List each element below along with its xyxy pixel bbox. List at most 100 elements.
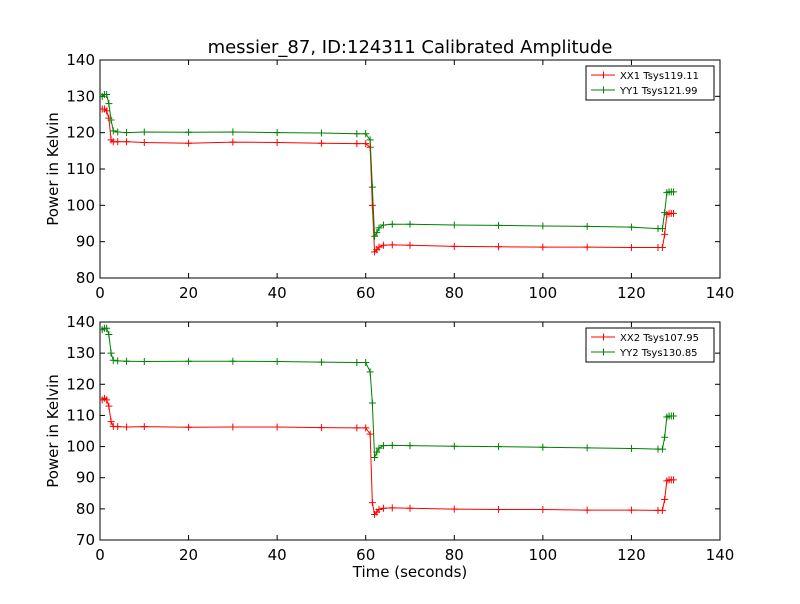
x-tick-label: 80 [445,284,464,302]
data-point-marker [379,504,387,512]
data-point-marker [273,423,281,431]
data-point-marker [114,138,122,146]
data-point-marker [317,139,325,147]
axes-frame [99,321,721,541]
x-tick-label: 0 [95,546,105,564]
x-axis-label: Time (seconds) [352,563,468,581]
data-point-marker [627,223,635,231]
chart-title: messier_87, ID:124311 Calibrated Amplitu… [208,37,613,58]
y-tick-label: 120 [66,375,95,393]
data-point-marker [229,423,237,431]
data-point-marker [362,140,370,148]
data-point-marker [140,358,148,366]
legend-label: XX1 Tsys119.11 [620,71,699,82]
data-point-marker [114,357,122,365]
data-point-marker [123,138,131,146]
data-point-marker [379,221,387,229]
legend-marker [600,71,607,79]
data-point-marker [362,130,370,138]
series-2 [100,324,677,461]
data-point-marker [105,100,113,108]
data-point-marker [114,128,122,136]
data-point-marker [627,444,635,452]
data-point-marker [273,358,281,366]
y-tick-label: 80 [76,500,95,518]
data-point-marker [373,229,381,237]
data-point-marker [670,188,677,196]
data-point-marker [661,433,669,441]
data-point-marker [353,130,361,138]
data-point-marker [105,330,113,338]
data-point-marker [495,221,503,229]
data-point-marker [105,402,113,410]
data-point-marker [109,127,117,135]
data-point-marker [661,209,669,217]
y-axis-label: Power in Kelvin [44,374,62,488]
x-tick-label: 40 [268,284,287,302]
x-tick-label: 0 [95,284,105,302]
legend-label: YY1 Tsys121.99 [619,86,698,97]
data-point-marker [109,356,117,364]
x-tick-label: 20 [179,284,198,302]
data-point-marker [583,444,591,452]
data-point-marker [375,243,383,251]
y-tick-label: 90 [76,233,95,251]
data-point-marker [185,139,193,147]
legend-marker [600,348,607,356]
data-point-marker [107,349,115,357]
data-point-marker [406,220,414,228]
data-point-marker [450,505,458,513]
x-tick-label: 140 [706,284,735,302]
data-point-marker [661,496,669,504]
data-point-marker [317,424,325,432]
data-point-marker [388,441,396,449]
data-point-marker [371,453,379,461]
data-point-marker [353,424,361,432]
data-point-marker [627,506,635,514]
data-point-marker [103,324,111,332]
x-tick-label: 120 [617,284,646,302]
legend: XX2 Tsys107.95 YY2 Tsys130.85 [585,327,715,363]
legend-box [585,327,715,363]
data-point-marker [353,358,361,366]
y-axis-label: Power in Kelvin [44,112,62,226]
data-point-marker [273,138,281,146]
y-tick-label: 70 [76,531,95,549]
data-point-marker [140,138,148,146]
y-tick-label: 130 [66,344,95,362]
data-point-marker [123,423,131,431]
y-tick-label: 140 [66,313,95,331]
data-point-marker [366,136,374,144]
x-tick-label: 100 [529,546,558,564]
data-point-marker [658,506,666,514]
data-point-marker [114,423,122,431]
x-tick-label: 40 [268,546,287,564]
x-tick-label: 120 [617,546,646,564]
data-point-marker [368,201,376,209]
data-point-marker [670,209,677,217]
plot-panel-2: 0 20 40 60 80 100 120 140 70 80 90 100 110 120 130 140 P… [44,313,734,581]
y-tick-label: 100 [66,438,95,456]
y-tick-label: 140 [66,51,95,69]
legend-box [585,65,715,101]
data-point-marker [107,116,115,124]
data-point-marker [103,396,111,404]
data-point-marker [658,445,666,453]
y-tick-label: 130 [66,87,95,105]
data-point-marker [539,222,547,230]
y-tick-label: 120 [66,124,95,142]
data-point-marker [670,412,677,420]
data-point-marker [388,504,396,512]
data-point-marker [495,443,503,451]
series-2 [100,91,677,240]
data-point-marker [495,505,503,513]
data-point-marker [107,418,115,426]
x-tick-label: 100 [529,284,558,302]
data-point-marker [368,183,376,191]
data-point-marker [406,241,414,249]
data-point-marker [388,220,396,228]
x-tick-label: 20 [179,546,198,564]
x-tick-label: 80 [445,546,464,564]
data-point-marker [375,224,383,232]
data-point-marker [123,129,131,137]
